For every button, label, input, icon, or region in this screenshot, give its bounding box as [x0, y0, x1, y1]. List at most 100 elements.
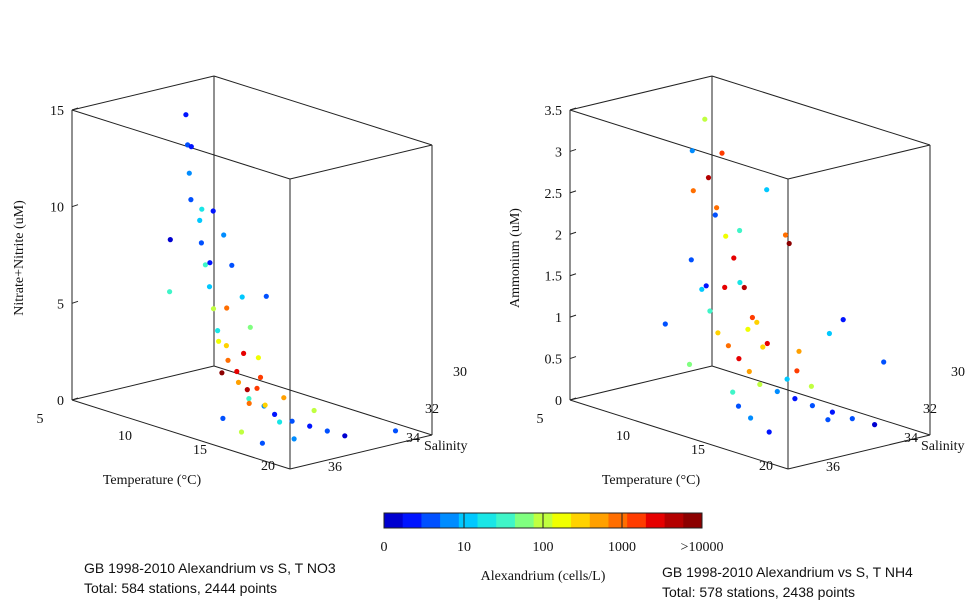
z-tick-label: 3 — [555, 145, 562, 160]
box-edge — [569, 399, 789, 470]
x-tick-label: 5 — [37, 412, 44, 427]
data-point — [825, 417, 831, 423]
colorbar-segment — [683, 513, 703, 528]
data-point — [198, 240, 204, 246]
data-point — [731, 255, 737, 261]
data-point — [766, 429, 772, 435]
data-point — [229, 262, 235, 268]
x-tick-label: 20 — [759, 459, 773, 474]
data-point — [703, 283, 709, 289]
data-point — [281, 395, 287, 401]
colorbar-tick-label: 100 — [533, 540, 554, 555]
data-point — [241, 350, 247, 356]
data-point — [342, 433, 348, 439]
data-point — [219, 370, 225, 376]
data-point — [757, 381, 763, 387]
z-axis-label: Ammonium (uM) — [508, 208, 523, 308]
colorbar-segment — [440, 513, 460, 528]
data-point — [210, 306, 217, 312]
box-edge — [213, 365, 433, 436]
data-point — [881, 359, 887, 365]
data-point — [774, 388, 780, 395]
data-point — [662, 321, 668, 327]
data-point — [741, 284, 747, 291]
box-edge — [569, 75, 713, 111]
data-point — [210, 208, 216, 214]
data-point — [826, 330, 833, 337]
y-tick-label: 32 — [425, 402, 439, 417]
box-edge — [289, 144, 433, 180]
y-axis-label: Salinity — [424, 439, 468, 454]
z-tick-label: 3.5 — [545, 104, 563, 119]
data-point — [737, 227, 743, 234]
left-caption: GB 1998-2010 Alexandrium vs S, T NO3 Tot… — [84, 558, 336, 598]
colorbar-tick-label: 10 — [457, 540, 471, 555]
data-point — [392, 428, 399, 434]
data-point — [167, 289, 173, 295]
z-tick-mark — [569, 148, 577, 152]
data-point — [206, 284, 213, 290]
data-point — [186, 170, 192, 176]
data-point — [235, 379, 242, 385]
data-point — [712, 212, 718, 218]
colorbar-tick-label: >10000 — [681, 540, 724, 555]
y-tick-label: 32 — [923, 402, 937, 417]
colorbar-segment — [496, 513, 516, 528]
data-point — [197, 217, 203, 223]
box-edge — [71, 109, 291, 180]
x-tick-label: 15 — [193, 443, 207, 458]
data-point — [289, 418, 295, 424]
colorbar-segment — [589, 513, 609, 528]
panel-1 — [71, 75, 433, 470]
z-tick-mark — [569, 190, 577, 194]
data-point — [754, 319, 760, 325]
data-point — [254, 385, 260, 391]
box-edge — [711, 365, 931, 436]
data-point — [215, 328, 221, 334]
colorbar-tick-label: 0 — [381, 540, 388, 555]
data-point — [220, 415, 226, 421]
data-point — [730, 389, 736, 395]
data-point — [272, 411, 278, 417]
data-point — [199, 206, 205, 212]
data-point — [225, 357, 231, 363]
z-tick-mark — [569, 273, 577, 277]
data-point — [796, 348, 802, 354]
z-axis-label: Nitrate+Nitrite (uM) — [12, 200, 27, 316]
data-point — [794, 368, 800, 374]
data-point — [746, 368, 752, 375]
data-point — [263, 293, 269, 299]
data-point — [324, 428, 330, 434]
data-point — [849, 416, 855, 422]
z-tick-label: 15 — [50, 104, 64, 119]
box-edge — [787, 144, 931, 180]
data-point — [760, 344, 766, 350]
x-axis-label: Temperature (°C) — [602, 473, 701, 488]
data-point — [735, 403, 742, 409]
data-point — [221, 232, 227, 238]
data-point — [715, 330, 721, 336]
data-point — [764, 187, 770, 193]
data-point — [723, 233, 729, 239]
y-tick-label: 34 — [406, 431, 420, 446]
data-point — [840, 317, 846, 323]
y-tick-label: 30 — [951, 365, 965, 380]
data-point — [784, 376, 790, 382]
y-axis-label: Salinity — [921, 439, 965, 454]
data-point — [702, 116, 708, 122]
data-point — [705, 175, 712, 181]
colorbar-segment — [645, 513, 666, 528]
x-tick-label: 5 — [537, 412, 544, 427]
z-tick-mark — [569, 314, 577, 318]
data-point — [238, 429, 245, 435]
colorbar-tick-label: 1000 — [608, 540, 636, 555]
data-point — [246, 400, 252, 406]
data-point — [207, 260, 213, 266]
z-tick-mark — [71, 107, 79, 111]
data-point — [188, 197, 194, 203]
data-point — [224, 305, 230, 311]
x-tick-label: 10 — [118, 429, 132, 444]
data-point — [714, 205, 720, 211]
data-point — [257, 374, 264, 380]
